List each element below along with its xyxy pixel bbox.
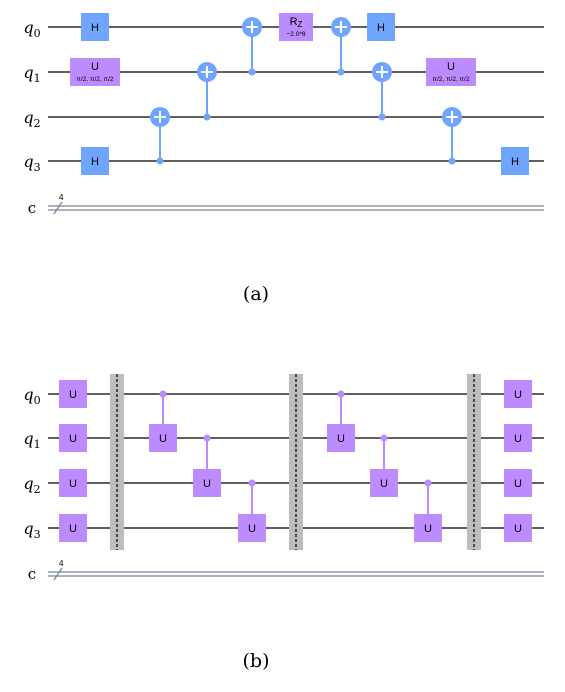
gate-a-6-rz-label: RZ [290, 16, 303, 29]
gate-b-15-u-label: U [514, 478, 522, 490]
gate-a-1-u-label: U [91, 61, 99, 73]
gate-b-9-cu-label: U [337, 433, 345, 445]
gate-b-16-u-label: U [514, 523, 522, 535]
gate-a-1-u-params: π/2, π/2, π/2 [77, 76, 114, 83]
qubit-label-1: q1 [23, 63, 40, 85]
gate-b-11-cu-control-dot [424, 479, 432, 487]
qubit-label-2: q2 [23, 474, 40, 496]
gate-b-6-cu-box [193, 469, 221, 497]
qubit-label-2: q2 [23, 108, 40, 130]
caption-a: (a) [243, 283, 269, 305]
gate-b-9-cu-control-dot [337, 390, 345, 398]
gate-b-2-u-label: U [69, 478, 77, 490]
gate-a-0-h-box [81, 13, 109, 41]
gate-b-0-u-box [59, 380, 87, 408]
gate-b-7-cu-label: U [248, 523, 256, 535]
gate-b-14-u-box [504, 424, 532, 452]
gate-a-2-h-box [81, 147, 109, 175]
gate-a-3-cnot-control-dot [156, 157, 164, 165]
qubit-label-3: q3 [23, 152, 40, 174]
gate-a-1-u-box [70, 58, 120, 86]
gate-b-13-u-box [504, 380, 532, 408]
gate-a-2-h-label: H [91, 156, 99, 168]
gate-a-12-h-box [501, 147, 529, 175]
gate-b-1-u-label: U [69, 433, 77, 445]
classical-bundle-count: 4 [59, 193, 64, 202]
gate-a-10-cnot-control-dot [448, 157, 456, 165]
gate-b-6-cu-control-dot [203, 434, 211, 442]
qubit-label-0: q0 [23, 385, 40, 407]
gate-a-9-h-box [367, 13, 395, 41]
gate-b-0-u-label: U [69, 389, 77, 401]
gate-a-4-cnot-control-dot [203, 113, 211, 121]
gate-b-6-cu-label: U [203, 478, 211, 490]
gate-b-1-u-box [59, 424, 87, 452]
gate-b-9-cu-box [327, 424, 355, 452]
classical-label: c [28, 199, 36, 217]
classical-label: c [28, 565, 36, 583]
gate-b-11-cu-box [414, 514, 442, 542]
gate-a-9-h-label: H [377, 22, 385, 34]
gate-a-8-cnot-control-dot [378, 113, 386, 121]
gate-b-10-cu-box [370, 469, 398, 497]
qubit-label-0: q0 [23, 18, 40, 40]
gate-a-11-u-label: U [447, 61, 455, 73]
classical-bundle-count: 4 [59, 559, 64, 568]
gate-a-12-h-label: H [511, 156, 519, 168]
gate-b-5-cu-control-dot [159, 390, 167, 398]
gate-b-10-cu-label: U [380, 478, 388, 490]
gate-b-7-cu-box [238, 514, 266, 542]
gate-a-11-u-box [426, 58, 476, 86]
gate-b-14-u-label: U [514, 433, 522, 445]
gate-b-3-u-box [59, 514, 87, 542]
gate-b-15-u-box [504, 469, 532, 497]
caption-b: (b) [243, 650, 270, 672]
gate-a-6-rz-params: −2.0*θ [287, 31, 306, 38]
gate-a-6-rz-box [279, 13, 313, 41]
qubit-label-3: q3 [23, 519, 40, 541]
gate-b-5-cu-box [149, 424, 177, 452]
circuit-a: q0 q1 q2 q3 c 4 H Uπ/2, π/2, π/2 H RZ −2.0*θ H Uπ/2,… [23, 13, 544, 217]
classical-bundle-slash [53, 201, 63, 215]
gate-b-10-cu-control-dot [380, 434, 388, 442]
gate-b-7-cu-control-dot [248, 479, 256, 487]
gate-b-11-cu-label: U [424, 523, 432, 535]
gate-b-13-u-label: U [514, 389, 522, 401]
classical-bundle-slash [53, 567, 63, 581]
qubit-label-1: q1 [23, 429, 40, 451]
gate-b-5-cu-label: U [159, 433, 167, 445]
gate-a-5-cnot-control-dot [248, 68, 256, 76]
gate-a-7-cnot-control-dot [337, 68, 345, 76]
gate-a-11-u-params: π/2, π/2, π/2 [433, 76, 470, 83]
gate-b-16-u-box [504, 514, 532, 542]
circuit-b: q0 q1 q2 q3 c 4 U U U U U U U U U U U U U U [23, 374, 544, 583]
gate-b-3-u-label: U [69, 523, 77, 535]
gate-b-2-u-box [59, 469, 87, 497]
gate-a-0-h-label: H [91, 22, 99, 34]
